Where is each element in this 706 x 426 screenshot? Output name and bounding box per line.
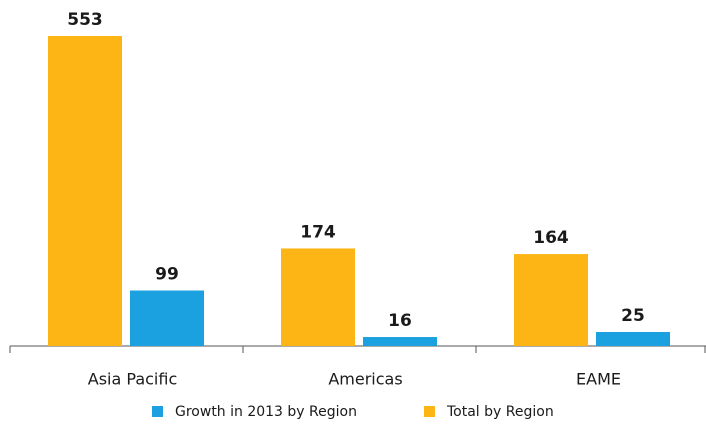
x-tick-label: Americas	[328, 370, 402, 389]
legend-label: Total by Region	[446, 404, 554, 420]
x-tick-label: Asia Pacific	[88, 370, 177, 389]
bar	[48, 36, 122, 346]
x-tick-label: EAME	[576, 370, 621, 389]
bar	[281, 248, 355, 346]
value-label: 553	[67, 10, 103, 30]
value-label: 25	[621, 306, 645, 326]
legend-swatch	[152, 406, 163, 417]
legend-label: Growth in 2013 by Region	[175, 404, 357, 420]
bar	[514, 254, 588, 346]
legend-swatch	[424, 406, 435, 417]
value-label: 174	[300, 222, 336, 242]
bar	[363, 337, 437, 346]
value-label: 99	[155, 265, 179, 285]
value-label: 164	[533, 228, 569, 248]
bar	[596, 331, 670, 346]
value-label: 16	[388, 311, 412, 331]
bar	[130, 290, 204, 346]
